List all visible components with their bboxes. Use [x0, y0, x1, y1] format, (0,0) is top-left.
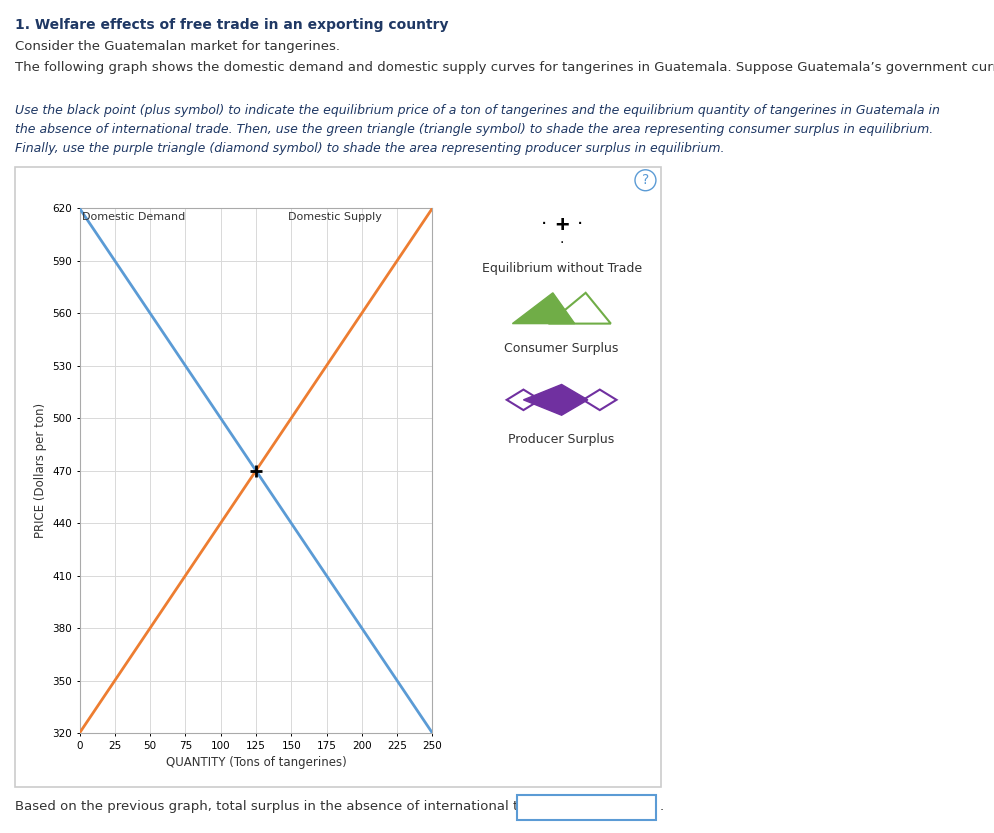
Polygon shape: [524, 385, 587, 415]
Text: ·: ·: [577, 216, 582, 234]
Text: Finally, use the purple triangle (diamond symbol) to shade the area representing: Finally, use the purple triangle (diamon…: [15, 142, 725, 156]
Text: Domestic Demand: Domestic Demand: [83, 212, 186, 222]
Text: +: +: [555, 215, 569, 235]
Text: The following graph shows the domestic demand and domestic supply curves for tan: The following graph shows the domestic d…: [15, 61, 994, 74]
Text: Based on the previous graph, total surplus in the absence of international trade: Based on the previous graph, total surpl…: [15, 800, 568, 813]
Y-axis label: PRICE (Dollars per ton): PRICE (Dollars per ton): [34, 403, 47, 538]
Text: Consumer Surplus: Consumer Surplus: [504, 342, 619, 355]
Text: .: .: [660, 800, 664, 813]
Text: Use the black point (plus symbol) to indicate the equilibrium price of a ton of : Use the black point (plus symbol) to ind…: [15, 104, 939, 117]
Text: Producer Surplus: Producer Surplus: [509, 433, 614, 446]
Text: Consider the Guatemalan market for tangerines.: Consider the Guatemalan market for tange…: [15, 40, 340, 53]
Text: Equilibrium without Trade: Equilibrium without Trade: [481, 262, 642, 275]
X-axis label: QUANTITY (Tons of tangerines): QUANTITY (Tons of tangerines): [166, 756, 346, 769]
Text: ·: ·: [541, 216, 547, 234]
Text: 1. Welfare effects of free trade in an exporting country: 1. Welfare effects of free trade in an e…: [15, 18, 448, 32]
Text: Domestic Supply: Domestic Supply: [288, 212, 383, 222]
Text: the absence of international trade. Then, use the green triangle (triangle symbo: the absence of international trade. Then…: [15, 123, 933, 137]
Polygon shape: [513, 293, 575, 323]
Text: $: $: [521, 800, 529, 813]
Text: ?: ?: [642, 173, 649, 187]
Text: ·: ·: [560, 237, 564, 250]
